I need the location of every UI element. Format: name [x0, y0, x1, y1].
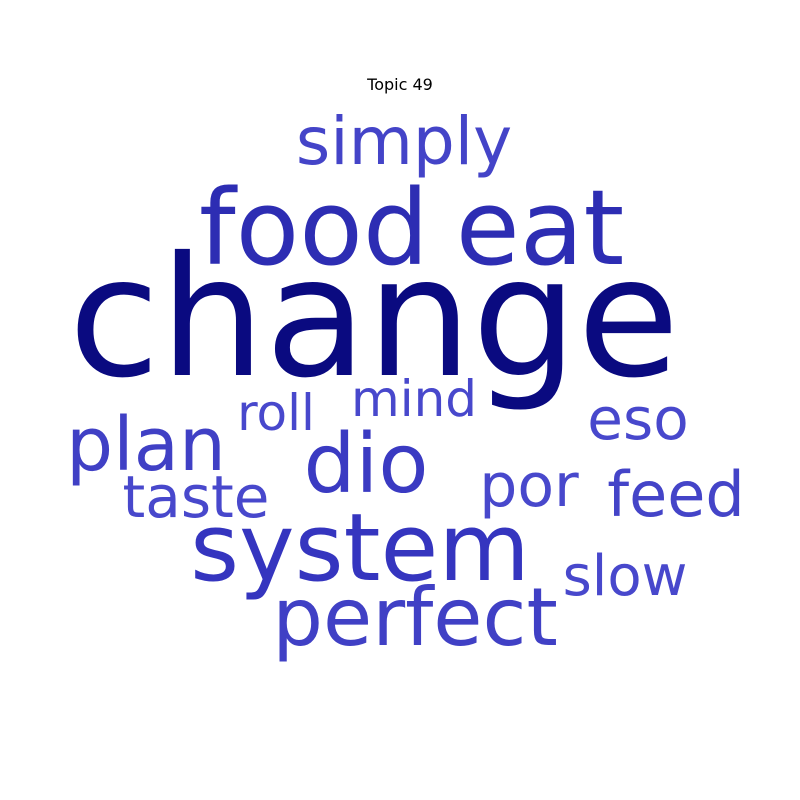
- word-food: food: [199, 167, 429, 289]
- word-change: change: [69, 222, 680, 415]
- chart-title: Topic 49: [367, 75, 433, 94]
- word-por: por: [479, 451, 579, 521]
- word-simply: simply: [296, 103, 512, 180]
- word-slow: slow: [563, 544, 688, 609]
- word-dio: dio: [303, 417, 428, 512]
- word-eso: eso: [587, 385, 688, 453]
- word-plan: plan: [66, 402, 226, 488]
- word-taste: taste: [123, 463, 270, 531]
- word-mind: mind: [351, 370, 477, 428]
- word-roll: roll: [237, 384, 315, 442]
- word-system: system: [190, 494, 530, 603]
- word-perfect: perfect: [272, 571, 558, 664]
- word-feed: feed: [607, 458, 744, 531]
- word-eat: eat: [456, 167, 625, 289]
